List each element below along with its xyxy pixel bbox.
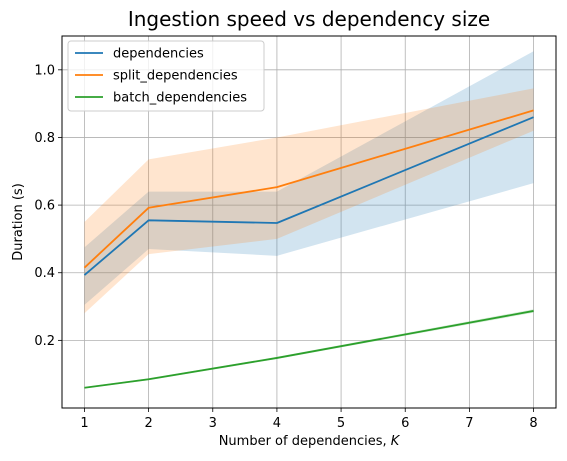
legend-box <box>67 40 265 112</box>
split-dependencies-line <box>83 109 534 269</box>
legend-label-split-dependencies: split_dependencies <box>113 69 238 84</box>
legend: dependencies split_dependencies batch_depe… <box>67 40 265 112</box>
y-tick-label: 0.8 <box>34 131 55 146</box>
x-tick-label: 4 <box>273 416 281 431</box>
y-axis-label: Duration (s) <box>11 183 26 261</box>
x-tick-label: 3 <box>209 416 217 431</box>
x-tick-label: 8 <box>529 416 537 431</box>
x-tick-label: 2 <box>144 416 152 431</box>
series-lines <box>83 109 534 389</box>
y-tick-label: 0.6 <box>34 199 55 214</box>
dependencies-line <box>83 116 534 276</box>
legend-label-batch-dependencies: batch_dependencies <box>113 91 247 106</box>
y-tick-label: 1.0 <box>34 63 55 78</box>
legend-label-dependencies: dependencies <box>113 47 204 62</box>
y-tick-label: 0.4 <box>34 266 55 281</box>
x-tick-label: 1 <box>80 416 88 431</box>
y-axis-ticks: 0.2 0.4 0.6 0.8 1.0 <box>34 63 62 349</box>
x-tick-label: 6 <box>401 416 409 431</box>
plot-frame <box>61 35 557 409</box>
x-axis-label: Number of dependencies, K <box>219 434 401 449</box>
chart-title: Ingestion speed vs dependency size <box>128 7 490 31</box>
batch-dependencies-band <box>84 309 534 389</box>
y-tick-label: 0.2 <box>34 334 55 349</box>
batch-dependencies-line <box>84 310 534 389</box>
x-axis-ticks: 1 2 3 4 5 6 7 8 <box>80 408 538 431</box>
x-tick-label: 7 <box>465 416 473 431</box>
x-tick-label: 5 <box>337 416 345 431</box>
